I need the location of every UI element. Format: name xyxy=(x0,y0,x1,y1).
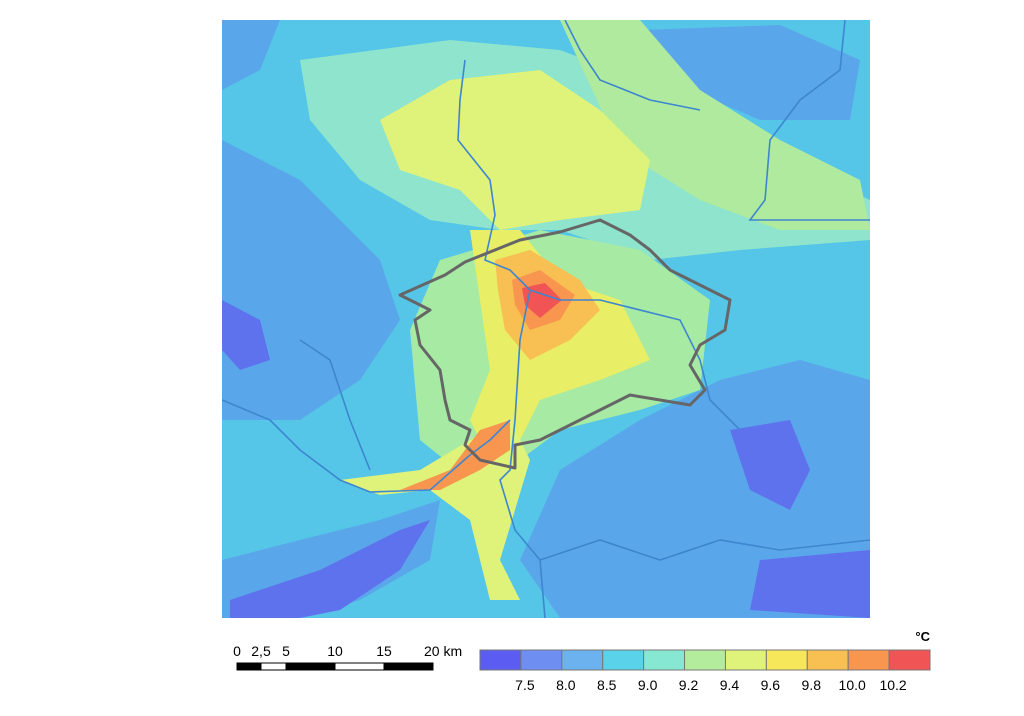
legend-swatch xyxy=(724,649,767,671)
scale-segment xyxy=(334,662,385,671)
legend-swatch xyxy=(479,649,522,671)
legend-label: 8.0 xyxy=(556,677,576,693)
legend-swatch xyxy=(684,649,726,671)
rivers xyxy=(222,20,870,618)
legend-swatch xyxy=(561,649,604,671)
scale-label: 2,5 xyxy=(251,643,271,659)
scale-segment xyxy=(285,662,336,671)
legend-label: 9.2 xyxy=(679,677,699,693)
river xyxy=(564,20,701,111)
cold-zone xyxy=(750,550,870,618)
legend-swatch xyxy=(888,649,931,671)
legend-label: 9.4 xyxy=(720,677,740,693)
legend-label: 9.0 xyxy=(638,677,658,693)
legend-label: 9.8 xyxy=(802,677,822,693)
hot-zone xyxy=(400,420,510,490)
scale-label: 20 km xyxy=(424,643,462,659)
river xyxy=(299,339,371,471)
scale-segment xyxy=(236,662,262,671)
scale-segment xyxy=(383,662,434,671)
legend-swatch xyxy=(520,649,563,671)
warm-zone xyxy=(380,70,650,230)
scale-label: 10 xyxy=(327,643,343,659)
river xyxy=(748,20,870,221)
scale-bar: 0 2,5 5 10 15 20 km xyxy=(233,643,462,671)
legend-label: 10.0 xyxy=(839,677,866,693)
scale-label: 15 xyxy=(376,643,392,659)
legend-swatch xyxy=(643,649,686,671)
cold-zone xyxy=(730,420,810,510)
scale-label: 0 xyxy=(233,643,241,659)
cool-zone xyxy=(222,20,280,90)
scale-label: 5 xyxy=(282,643,290,659)
city-boundary xyxy=(398,218,732,470)
legend-swatch xyxy=(806,649,849,671)
legend-label: 10.2 xyxy=(879,677,906,693)
legend-label: 7.5 xyxy=(515,677,535,693)
cold-zone xyxy=(222,300,270,370)
river xyxy=(222,399,511,493)
river xyxy=(499,289,546,618)
temperature-map xyxy=(222,20,870,618)
river xyxy=(539,539,870,561)
legend-swatch xyxy=(765,649,808,671)
cold-zone xyxy=(230,520,430,618)
scale-segment xyxy=(260,662,287,671)
mild-zone xyxy=(560,20,870,230)
legend-label: 8.5 xyxy=(597,677,617,693)
legend-swatch xyxy=(847,649,890,671)
legend-label: 9.6 xyxy=(761,677,781,693)
legend-unit: °C xyxy=(915,629,930,644)
legend-swatch xyxy=(602,649,645,671)
hottest-zone xyxy=(522,283,562,318)
legend: 7.5 8.0 8.5 9.0 9.2 9.4 9.6 9.8 10.0 10.2 °C xyxy=(479,629,931,693)
